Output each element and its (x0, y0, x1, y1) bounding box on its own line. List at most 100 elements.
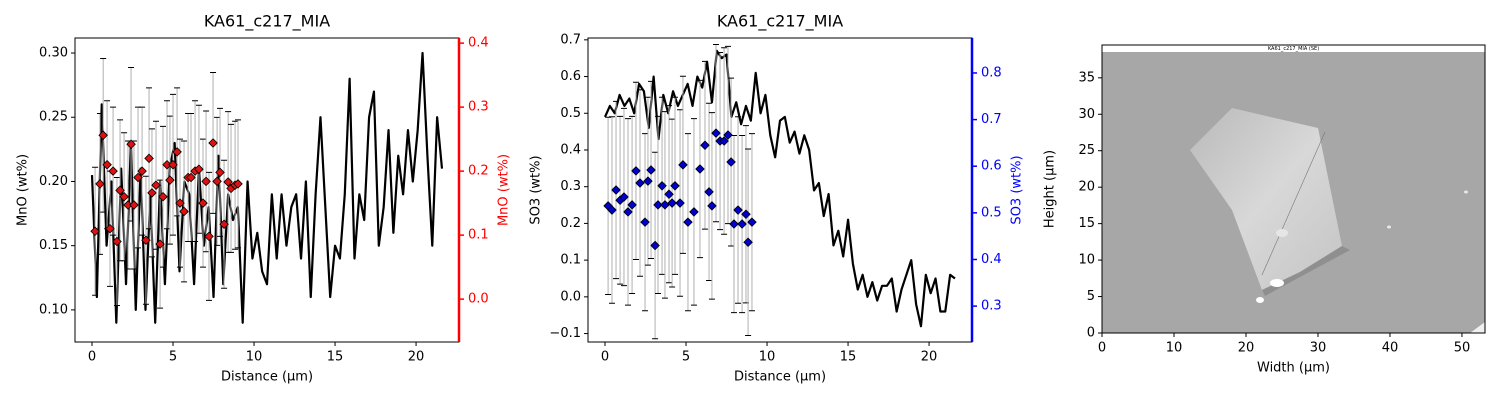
diamond-marker (719, 136, 729, 146)
image-title: KA61_c217_MIA (SE) (1268, 46, 1319, 52)
error-cap (210, 72, 217, 214)
y2-tick-label: 0.4 (981, 252, 1002, 267)
data-line (604, 49, 956, 328)
y-axis-label: SO3 (wt%) (529, 155, 544, 224)
x-axis-label: Width (µm) (1257, 361, 1330, 376)
diamond-marker (165, 175, 175, 185)
diamond-marker (126, 139, 136, 150)
diamond-marker (700, 140, 710, 151)
error-cap (170, 93, 177, 236)
y2-tick-label: 0.8 (981, 65, 1002, 80)
y-tick-label: 15 (1078, 216, 1095, 231)
y-tick-label: 20 (1078, 180, 1095, 195)
diamond-marker (689, 207, 699, 217)
diamond-marker (115, 185, 125, 196)
y-tick-label: 0.30 (39, 46, 68, 61)
error-cap (228, 123, 235, 253)
diamond-marker (664, 189, 674, 199)
diamond-marker (95, 179, 105, 189)
x-tick-label: 20 (408, 350, 425, 365)
diamond-marker (204, 231, 214, 242)
diamond-marker (172, 147, 182, 157)
diamond-marker (675, 198, 685, 208)
diamond-marker (147, 188, 157, 198)
error-cap (617, 115, 624, 285)
error-cap (176, 138, 183, 268)
diamond-marker (98, 130, 108, 141)
diamond-marker (133, 172, 143, 183)
diamond-marker (623, 207, 633, 217)
error-cap (728, 77, 735, 247)
diamond-marker (635, 178, 645, 188)
diamond-marker (678, 160, 688, 170)
x-tick-label: 50 (1454, 341, 1471, 356)
y2-tick-label: 0.5 (981, 205, 1002, 220)
diamond-marker (653, 200, 663, 210)
error-cap (620, 107, 627, 287)
diamond-marker (611, 185, 621, 195)
diamond-marker (119, 191, 129, 202)
error-cap (146, 87, 153, 230)
y-tick-label: 25 (1078, 143, 1095, 158)
diamond-marker (640, 217, 650, 227)
error-cap (142, 175, 149, 305)
diamond-marker (607, 205, 617, 215)
diamond-marker (711, 128, 721, 138)
diamond-marker (141, 235, 151, 246)
x-tick-label: 5 (682, 350, 690, 365)
y-tick-label: 0.25 (39, 110, 68, 125)
y-tick-label: 0.20 (39, 174, 68, 189)
error-cap (159, 125, 166, 268)
diamond-marker (215, 167, 225, 178)
error-cap (654, 115, 661, 295)
x-tick-label: 10 (1166, 341, 1183, 356)
y2-tick-label: 0.4 (468, 36, 489, 51)
diamond-marker (631, 166, 641, 176)
error-cap (652, 151, 659, 340)
error-cap (672, 96, 679, 275)
diamond-marker (90, 226, 100, 237)
diamond-marker (208, 138, 218, 148)
x-tick-label: 30 (1310, 341, 1327, 356)
diamond-marker (741, 209, 751, 220)
diamond-marker (657, 181, 667, 191)
y2-axis-label: SO3 (wt%) (1010, 155, 1025, 224)
diamond-marker (737, 219, 747, 229)
diamond-marker (158, 191, 168, 202)
error-cap (721, 47, 728, 235)
error-cap (205, 171, 212, 301)
error-cap (613, 100, 620, 280)
diamond-marker (194, 164, 204, 174)
y-tick-label: 35 (1078, 70, 1095, 85)
diamond-marker (726, 157, 736, 167)
diamond-marker (102, 159, 112, 170)
error-cap (234, 119, 241, 249)
diamond-marker (212, 176, 222, 187)
diamond-marker (233, 179, 243, 189)
y-axis-label: Height (µm) (1043, 150, 1058, 228)
y-tick-label: 5 (1087, 289, 1095, 304)
error-cap (679, 75, 686, 254)
y-tick-label: 0 (1087, 326, 1095, 341)
y-tick-label: 0.10 (39, 302, 68, 317)
y-tick-label: 0.15 (39, 238, 68, 253)
diamond-marker (683, 217, 693, 227)
axes-frame (1101, 44, 1486, 334)
error-cap (708, 112, 715, 300)
y-tick-label: −0.1 (549, 326, 581, 341)
y2-tick-label: 0.0 (468, 292, 489, 307)
error-cap (214, 116, 221, 246)
error-cap (644, 96, 651, 266)
diamond-marker (704, 187, 714, 197)
diamond-marker (619, 192, 629, 202)
error-cap (608, 116, 615, 304)
diamond-marker (137, 166, 147, 176)
diamond-marker (707, 201, 717, 211)
diamond-marker (198, 198, 208, 208)
y2-tick-label: 0.3 (468, 100, 489, 115)
error-cap (690, 118, 697, 306)
x-tick-label: 0 (1098, 341, 1106, 356)
error-cap (121, 132, 128, 262)
error-cap (632, 81, 639, 260)
error-cap (648, 80, 655, 260)
